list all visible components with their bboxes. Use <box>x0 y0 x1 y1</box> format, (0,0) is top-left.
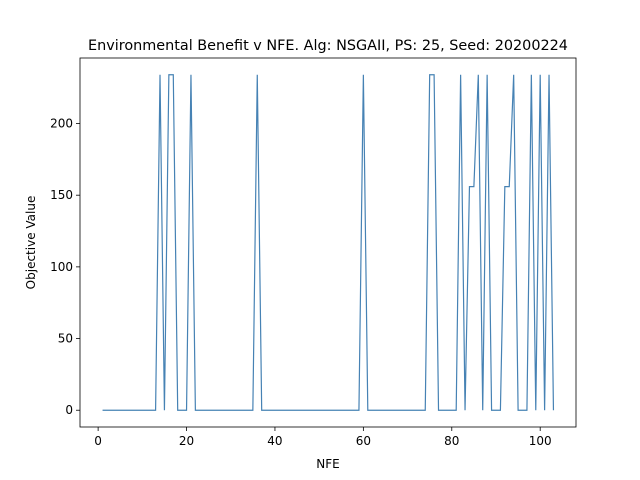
axes-frame <box>79 57 577 428</box>
x-tick-label: 0 <box>94 434 102 448</box>
y-tick-label: 200 <box>50 117 73 131</box>
y-tick-label: 50 <box>58 332 73 346</box>
x-axis-label: NFE <box>316 457 339 471</box>
y-axis: 0 50 100 150 200 <box>50 117 80 417</box>
x-tick-label: 100 <box>529 434 552 448</box>
x-tick-label: 20 <box>179 434 194 448</box>
y-tick-label: 150 <box>50 188 73 202</box>
x-axis: 0 20 40 60 80 100 <box>94 427 552 448</box>
x-tick-label: 80 <box>444 434 459 448</box>
y-axis-label: Objective Value <box>24 196 38 290</box>
chart-title: Environmental Benefit v NFE. Alg: NSGAII… <box>88 38 568 54</box>
x-tick-label: 60 <box>356 434 371 448</box>
x-tick-label: 40 <box>267 434 282 448</box>
plot-area <box>102 74 555 411</box>
y-tick-label: 0 <box>65 403 73 417</box>
y-tick-label: 100 <box>50 260 73 274</box>
series-line-0 <box>102 74 555 411</box>
